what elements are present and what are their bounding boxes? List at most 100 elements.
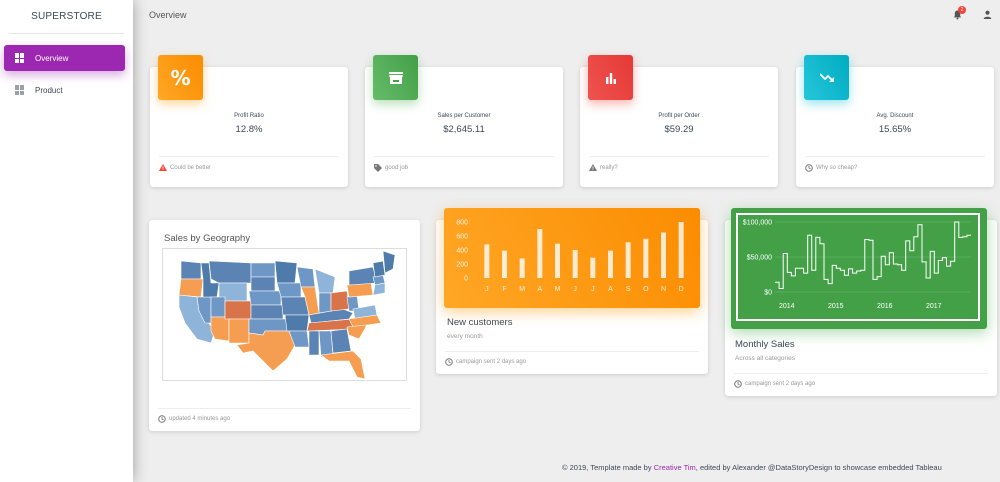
- bar: [678, 222, 684, 278]
- stat-label: Avg. Discount: [876, 113, 914, 119]
- card-footer-text: updated 4 minutes ago: [169, 416, 231, 422]
- tag-icon: [374, 164, 382, 172]
- x-tick-label: A: [537, 286, 542, 293]
- y-tick-label: 200: [456, 262, 468, 269]
- footer-suffix: , edited by Alexander @DataStoryDesign t…: [695, 463, 942, 472]
- x-tick-label: 2015: [828, 303, 844, 310]
- x-tick-label: F: [502, 286, 506, 293]
- chart-frame: [736, 213, 980, 321]
- sidebar-item-product[interactable]: Product: [4, 77, 125, 103]
- x-tick-label: N: [661, 286, 666, 293]
- stat-footer: Could be better: [159, 156, 339, 171]
- clock-icon: [445, 358, 453, 366]
- bar-chart-icon: [588, 55, 633, 100]
- page-title: Overview: [149, 10, 187, 20]
- line-chart[interactable]: $100,000 $50,000 $0 2014 2015 2016 2017: [731, 208, 987, 329]
- sidebar-item-label: Overview: [35, 53, 69, 63]
- bar: [661, 232, 666, 278]
- warning-icon: [589, 164, 597, 171]
- user-icon[interactable]: [983, 10, 992, 19]
- stat-footer: really?: [589, 156, 769, 171]
- us-map[interactable]: [163, 249, 408, 382]
- bar: [555, 243, 560, 278]
- sales-by-geography-card: Sales by Geography: [149, 220, 420, 431]
- sidebar-item-label: Product: [35, 85, 63, 95]
- new-customers-chart[interactable]: 800 600 400 200 0 J F M A M J J A S O N D: [444, 208, 700, 308]
- stat-label: Profit per Order: [658, 113, 700, 119]
- page-footer: © 2019, Template made by Creative Tim, e…: [562, 463, 942, 472]
- x-tick-label: 2014: [779, 303, 795, 310]
- x-tick-label: M: [519, 286, 525, 293]
- stat-card-profit-ratio: % Profit Ratio 12.8% Could be better: [150, 55, 348, 187]
- y-tick-label: 600: [456, 234, 468, 241]
- card-title: Monthly Sales: [735, 339, 795, 350]
- x-tick-label: 2017: [926, 303, 942, 310]
- bar: [572, 250, 578, 278]
- stat-label: Sales per Customer: [437, 113, 491, 119]
- bar: [590, 257, 596, 278]
- y-tick-label: $0: [764, 290, 772, 297]
- y-tick-label: $50,000: [747, 255, 772, 262]
- clock-icon: [734, 380, 742, 388]
- bar: [537, 229, 543, 278]
- stat-footer-text: really?: [600, 164, 618, 171]
- bar: [625, 242, 631, 278]
- y-tick-label: $100,000: [743, 220, 772, 227]
- card-footer: updated 4 minutes ago: [158, 408, 411, 423]
- card-footer-text: campaign sent 2 days ago: [456, 359, 527, 365]
- bar: [608, 250, 613, 278]
- percent-icon: %: [158, 55, 203, 100]
- brand-logo[interactable]: SUPERSTORE: [9, 0, 124, 34]
- footer-prefix: © 2019, Template made by: [562, 463, 654, 472]
- x-tick-label: O: [643, 286, 649, 293]
- dashboard-icon: [15, 53, 25, 63]
- card-footer-text: campaign sent 2 days ago: [745, 381, 816, 387]
- stat-card-sales-per-customer: Sales per Customer $2,645.11 good job: [365, 55, 563, 187]
- x-tick-label: S: [626, 286, 631, 293]
- sidebar-item-overview[interactable]: Overview: [4, 45, 125, 71]
- x-tick-label: 2016: [877, 303, 893, 310]
- bar: [519, 258, 525, 278]
- sales-series-line: [775, 221, 971, 289]
- stat-label: Profit Ratio: [234, 113, 264, 119]
- stat-footer-text: good job: [385, 165, 409, 171]
- x-tick-label: J: [591, 286, 595, 293]
- card-subtitle: Across all categories: [735, 355, 795, 362]
- creative-tim-link[interactable]: Creative Tim: [653, 463, 696, 472]
- card-title: New customers: [447, 317, 513, 328]
- card-footer: campaign sent 2 days ago: [734, 373, 988, 388]
- clock-icon: [158, 415, 166, 423]
- bar-chart[interactable]: 800 600 400 200 0 J F M A M J J A S O N D: [444, 208, 700, 308]
- y-tick-label: 800: [456, 220, 468, 227]
- bar: [484, 244, 490, 278]
- card-title: Sales by Geography: [164, 233, 251, 244]
- stat-footer: good job: [374, 156, 554, 172]
- stat-value: 12.8%: [235, 124, 263, 135]
- stat-value: $59.29: [664, 124, 694, 135]
- y-tick-label: 0: [464, 276, 468, 283]
- card-subtitle: every month: [447, 333, 483, 340]
- clock-icon: [805, 164, 813, 172]
- bar: [502, 250, 507, 278]
- monthly-sales-chart[interactable]: $100,000 $50,000 $0 2014 2015 2016 2017: [731, 208, 987, 329]
- x-tick-label: D: [679, 286, 684, 293]
- bar: [643, 238, 649, 278]
- y-tick-label: 400: [456, 248, 468, 255]
- x-tick-label: J: [485, 286, 489, 293]
- stat-value: 15.65%: [878, 124, 912, 135]
- stat-footer-text: Could be better: [170, 164, 212, 171]
- card-footer: campaign sent 2 days ago: [445, 351, 699, 366]
- trending-down-icon: [804, 55, 849, 100]
- store-icon: [373, 55, 418, 100]
- x-tick-label: A: [608, 286, 613, 293]
- notification-badge: 2: [958, 6, 966, 14]
- warning-icon: [159, 164, 167, 171]
- sidebar: SUPERSTORE Overview Product: [0, 0, 133, 482]
- x-tick-label: M: [555, 286, 561, 293]
- embedded-tableau-map[interactable]: [162, 248, 407, 381]
- stat-card-profit-per-order: Profit per Order $59.29 really?: [580, 55, 778, 187]
- stat-card-avg-discount: Avg. Discount 15.65% Why so cheap?: [796, 55, 994, 187]
- stat-footer-text: Why so cheap?: [816, 165, 858, 171]
- x-tick-label: J: [573, 286, 577, 293]
- stat-footer: Why so cheap?: [805, 156, 985, 172]
